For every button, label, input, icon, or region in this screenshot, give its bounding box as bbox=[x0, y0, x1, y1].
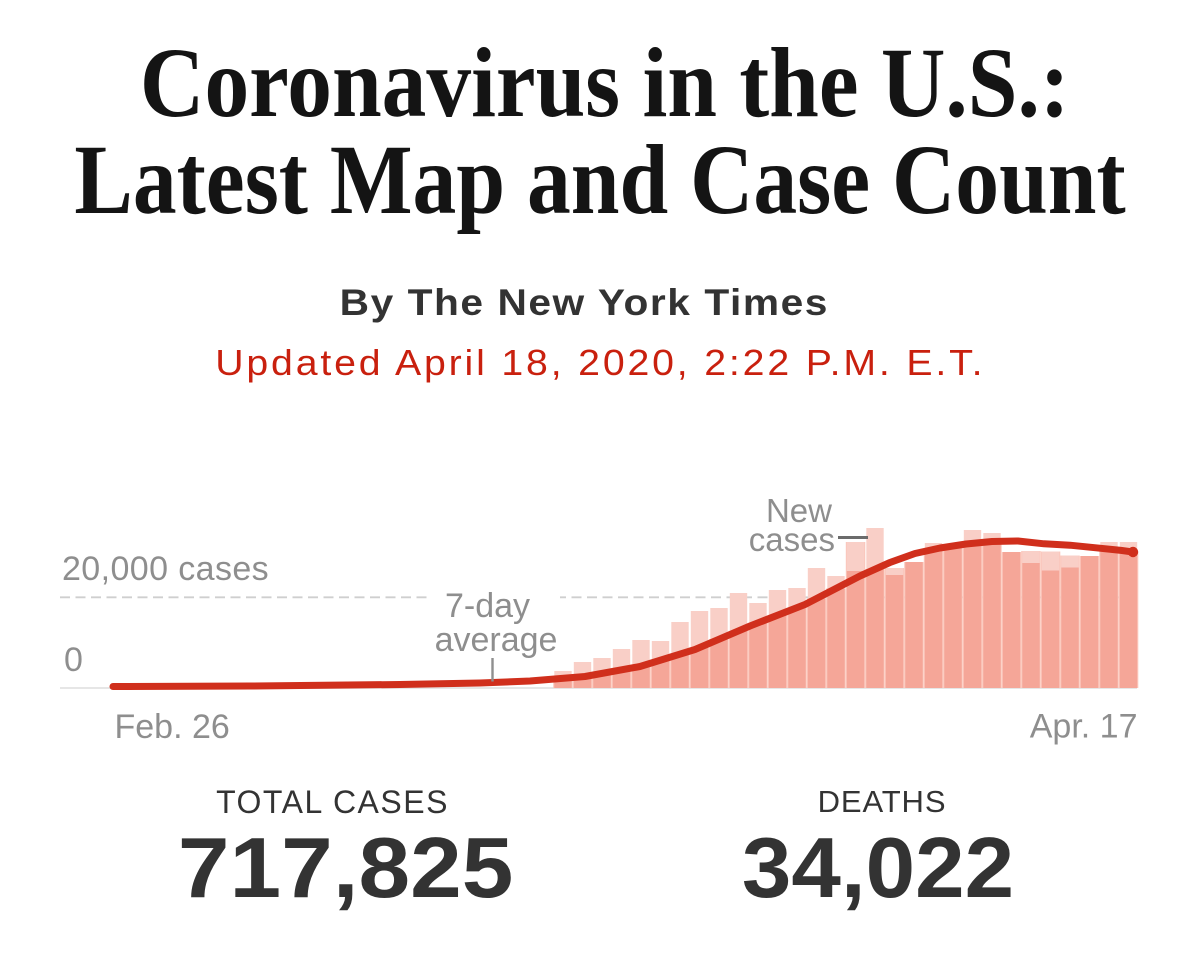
svg-text:Feb. 26: Feb. 26 bbox=[115, 708, 230, 746]
svg-text:7-day: 7-day bbox=[445, 587, 530, 625]
svg-text:cases: cases bbox=[749, 521, 835, 558]
svg-text:average: average bbox=[435, 621, 558, 659]
svg-text:0: 0 bbox=[64, 641, 83, 679]
svg-text:20,000 cases: 20,000 cases bbox=[62, 550, 269, 588]
svg-text:Apr. 17: Apr. 17 bbox=[1030, 708, 1138, 746]
svg-text:New: New bbox=[766, 492, 832, 529]
